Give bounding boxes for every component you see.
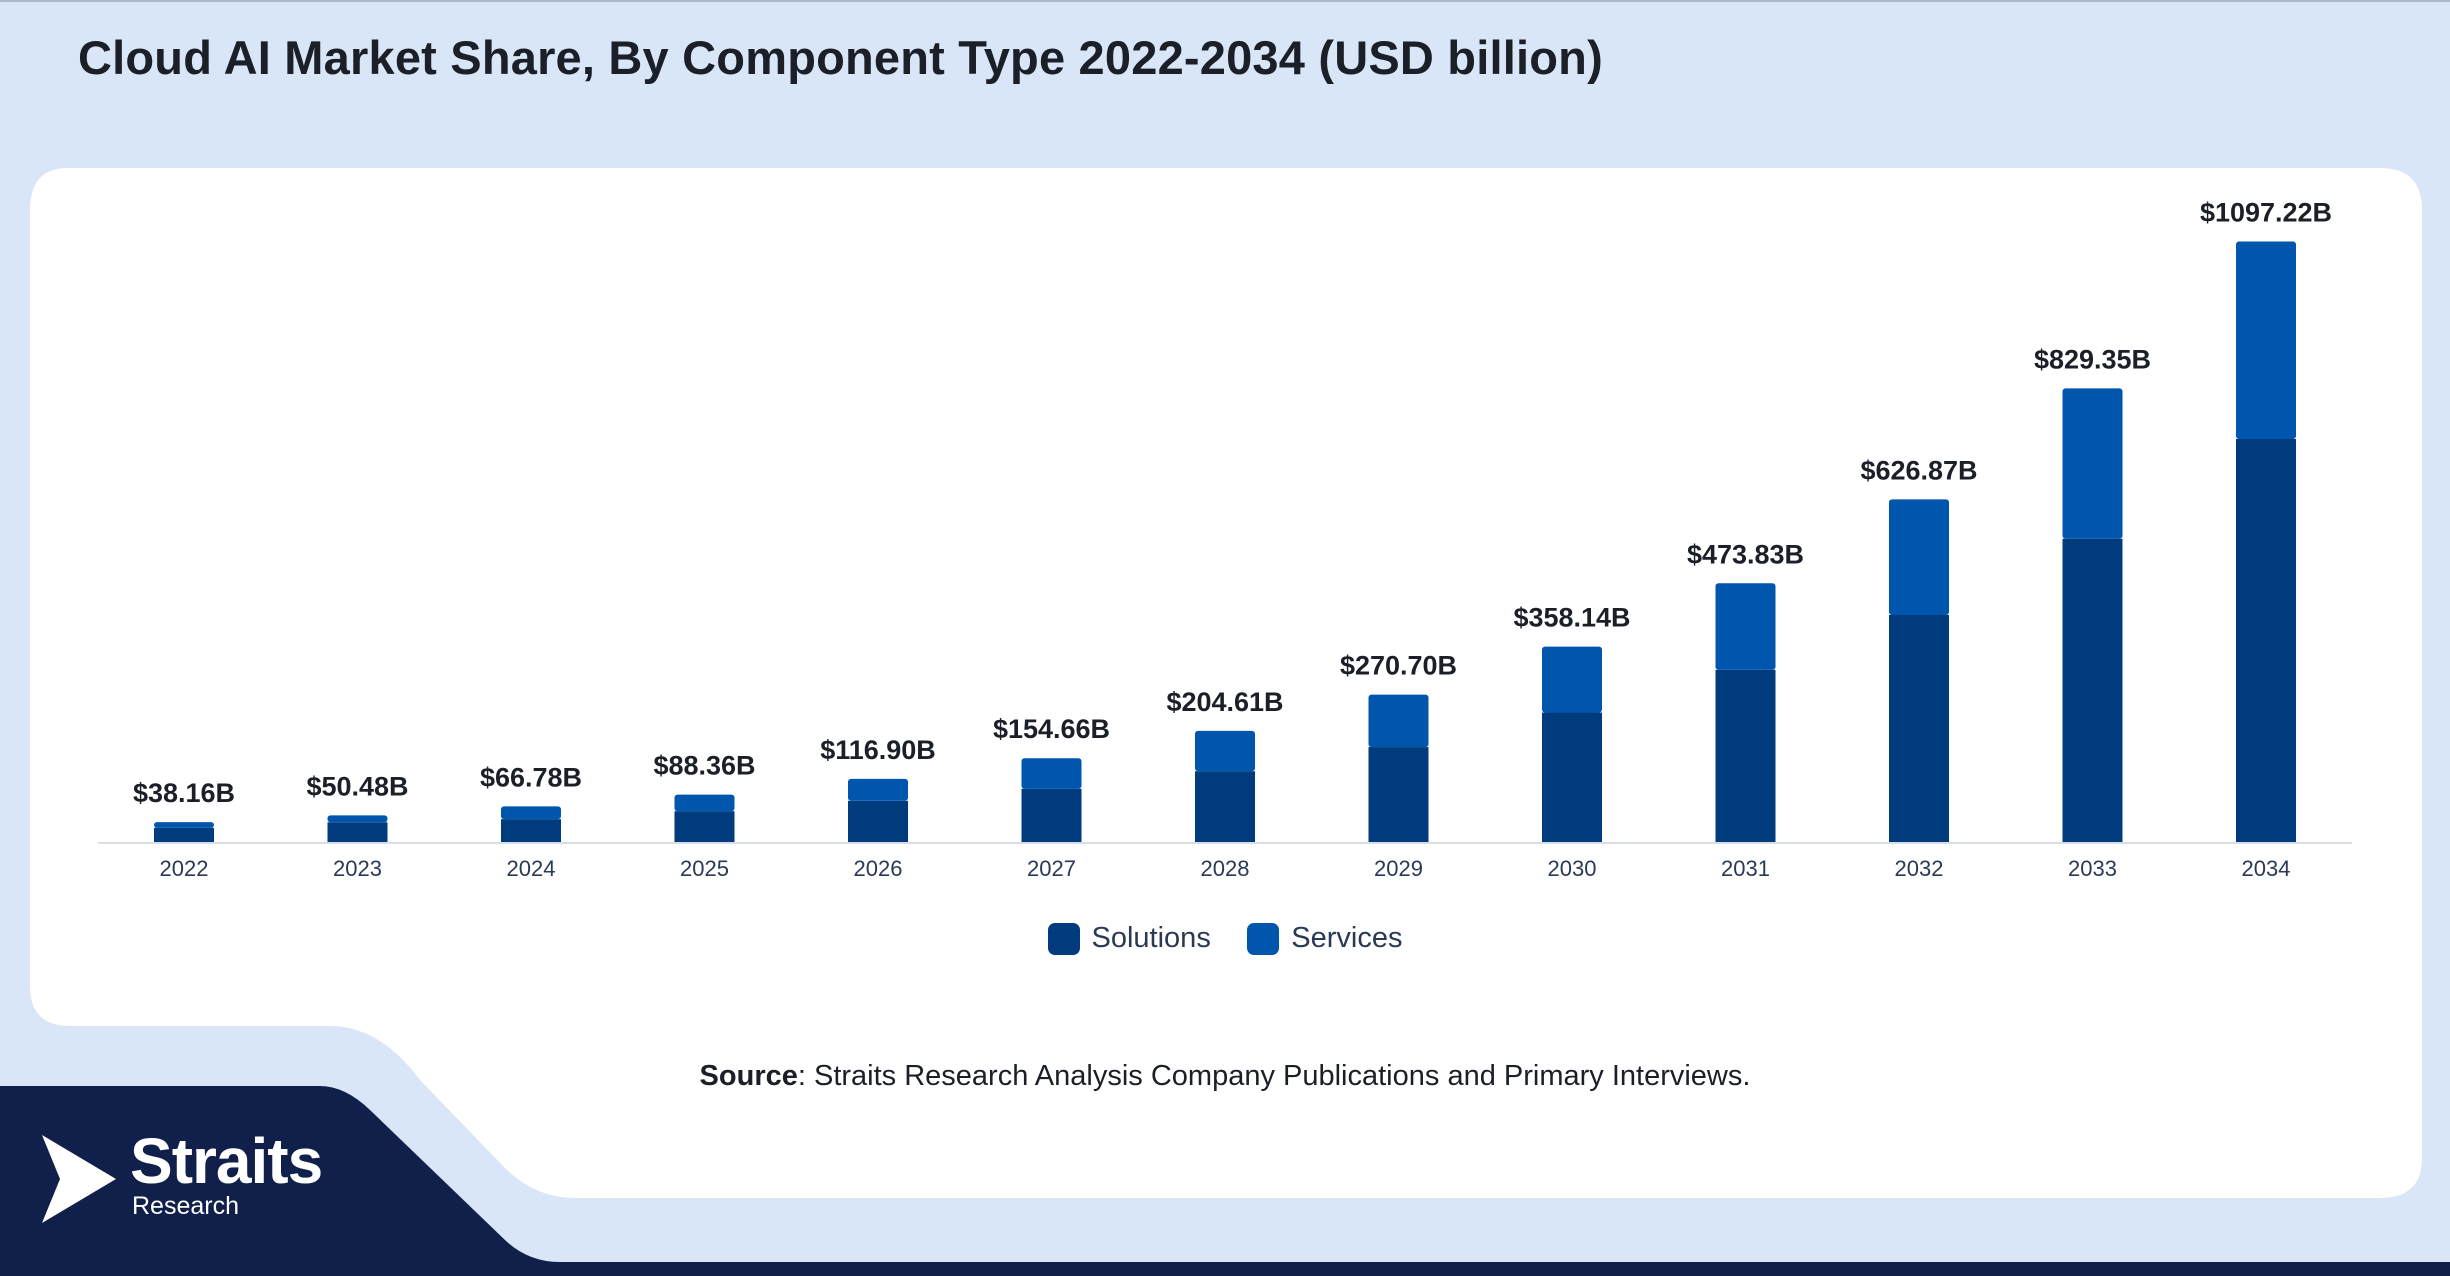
logo-arrow-icon bbox=[42, 1135, 116, 1223]
bar-services-2034[interactable] bbox=[2236, 241, 2296, 439]
data-label-2030: $358.14B bbox=[1513, 603, 1630, 633]
legend-label-services: Services bbox=[1291, 922, 1403, 954]
legend-label-solutions: Solutions bbox=[1091, 922, 1211, 954]
bar-services-2024[interactable] bbox=[501, 806, 561, 820]
footer-band bbox=[0, 1086, 2450, 1276]
logo-subtitle: Research bbox=[132, 1192, 239, 1220]
bar-solutions-2023[interactable] bbox=[327, 822, 388, 843]
bar-solutions-2027[interactable] bbox=[1021, 788, 1082, 843]
data-label-2026: $116.90B bbox=[820, 735, 936, 765]
data-label-2024: $66.78B bbox=[480, 762, 582, 792]
x-tick-2031: 2031 bbox=[1721, 856, 1770, 881]
bar-services-2022[interactable] bbox=[154, 822, 214, 828]
bar-services-2031[interactable] bbox=[1715, 583, 1776, 670]
bar-services-2030[interactable] bbox=[1542, 646, 1602, 713]
source-note: Source: Straits Research Analysis Compan… bbox=[0, 1060, 2450, 1093]
data-label-2029: $270.70B bbox=[1340, 651, 1457, 681]
bar-services-2023[interactable] bbox=[327, 815, 388, 823]
bar-services-2029[interactable] bbox=[1368, 694, 1429, 748]
x-tick-2026: 2026 bbox=[854, 856, 903, 881]
legend-swatch-solutions bbox=[1047, 922, 1080, 955]
data-label-2031: $473.83B bbox=[1687, 539, 1804, 569]
x-tick-2032: 2032 bbox=[1895, 856, 1944, 881]
chart-title: Cloud AI Market Share, By Component Type… bbox=[78, 31, 1603, 84]
source-label: Source bbox=[699, 1060, 798, 1092]
bar-services-2032[interactable] bbox=[1889, 499, 1949, 615]
data-label-2025: $88.36B bbox=[653, 751, 755, 781]
data-labels: $38.16B $50.48B $66.78B $88.36B $116.90B $154… bbox=[133, 198, 2332, 809]
x-tick-2033: 2033 bbox=[2068, 856, 2117, 881]
data-label-2032: $626.87B bbox=[1860, 455, 1977, 485]
x-tick-2022: 2022 bbox=[160, 856, 209, 881]
x-tick-2023: 2023 bbox=[333, 856, 382, 881]
bar-services-2026[interactable] bbox=[848, 778, 908, 801]
legend-swatch-services bbox=[1247, 922, 1280, 955]
bar-solutions-2022[interactable] bbox=[154, 827, 214, 843]
x-tick-labels: 2022 2023 2024 2025 2026 2027 2028 2029 2030 2031… bbox=[160, 856, 2291, 881]
bar-solutions-2024[interactable] bbox=[501, 819, 561, 843]
bar-solutions-2033[interactable] bbox=[2062, 538, 2123, 843]
chart-card bbox=[30, 168, 2422, 1198]
legend: Solutions Services bbox=[0, 922, 2450, 960]
data-label-2027: $154.66B bbox=[993, 714, 1110, 744]
bar-services-2028[interactable] bbox=[1195, 730, 1255, 772]
data-label-2023: $50.48B bbox=[306, 771, 408, 801]
x-tick-2028: 2028 bbox=[1201, 856, 1250, 881]
bars-layer bbox=[154, 241, 2296, 843]
source-text: : Straits Research Analysis Company Publ… bbox=[797, 1060, 1751, 1092]
x-tick-2029: 2029 bbox=[1374, 856, 1423, 881]
x-tick-2034: 2034 bbox=[2242, 856, 2291, 881]
legend-item-solutions[interactable]: Solutions bbox=[1047, 922, 1211, 955]
legend-item-services[interactable]: Services bbox=[1247, 922, 1402, 955]
top-border bbox=[0, 0, 2450, 2]
bar-solutions-2031[interactable] bbox=[1715, 669, 1776, 843]
logo-wordmark: Straits bbox=[130, 1125, 323, 1197]
x-tick-2027: 2027 bbox=[1027, 856, 1076, 881]
x-tick-2025: 2025 bbox=[680, 856, 729, 881]
bar-solutions-2026[interactable] bbox=[848, 800, 908, 843]
x-tick-2024: 2024 bbox=[507, 856, 556, 881]
data-label-2034: $1097.22B bbox=[2200, 198, 2332, 228]
data-label-2028: $204.61B bbox=[1166, 687, 1283, 717]
data-label-2033: $829.35B bbox=[2034, 344, 2151, 374]
bar-solutions-2025[interactable] bbox=[674, 811, 735, 843]
straits-research-logo[interactable]: Straits Research bbox=[36, 1125, 356, 1230]
bar-solutions-2034[interactable] bbox=[2236, 438, 2296, 843]
x-tick-2030: 2030 bbox=[1548, 856, 1597, 881]
bar-solutions-2030[interactable] bbox=[1542, 712, 1602, 843]
bar-solutions-2029[interactable] bbox=[1368, 747, 1429, 843]
bar-services-2025[interactable] bbox=[674, 794, 735, 812]
bar-solutions-2032[interactable] bbox=[1889, 614, 1949, 843]
bar-solutions-2028[interactable] bbox=[1195, 771, 1255, 843]
bar-services-2033[interactable] bbox=[2062, 388, 2123, 539]
data-label-2022: $38.16B bbox=[133, 778, 235, 808]
bar-services-2027[interactable] bbox=[1021, 758, 1082, 789]
